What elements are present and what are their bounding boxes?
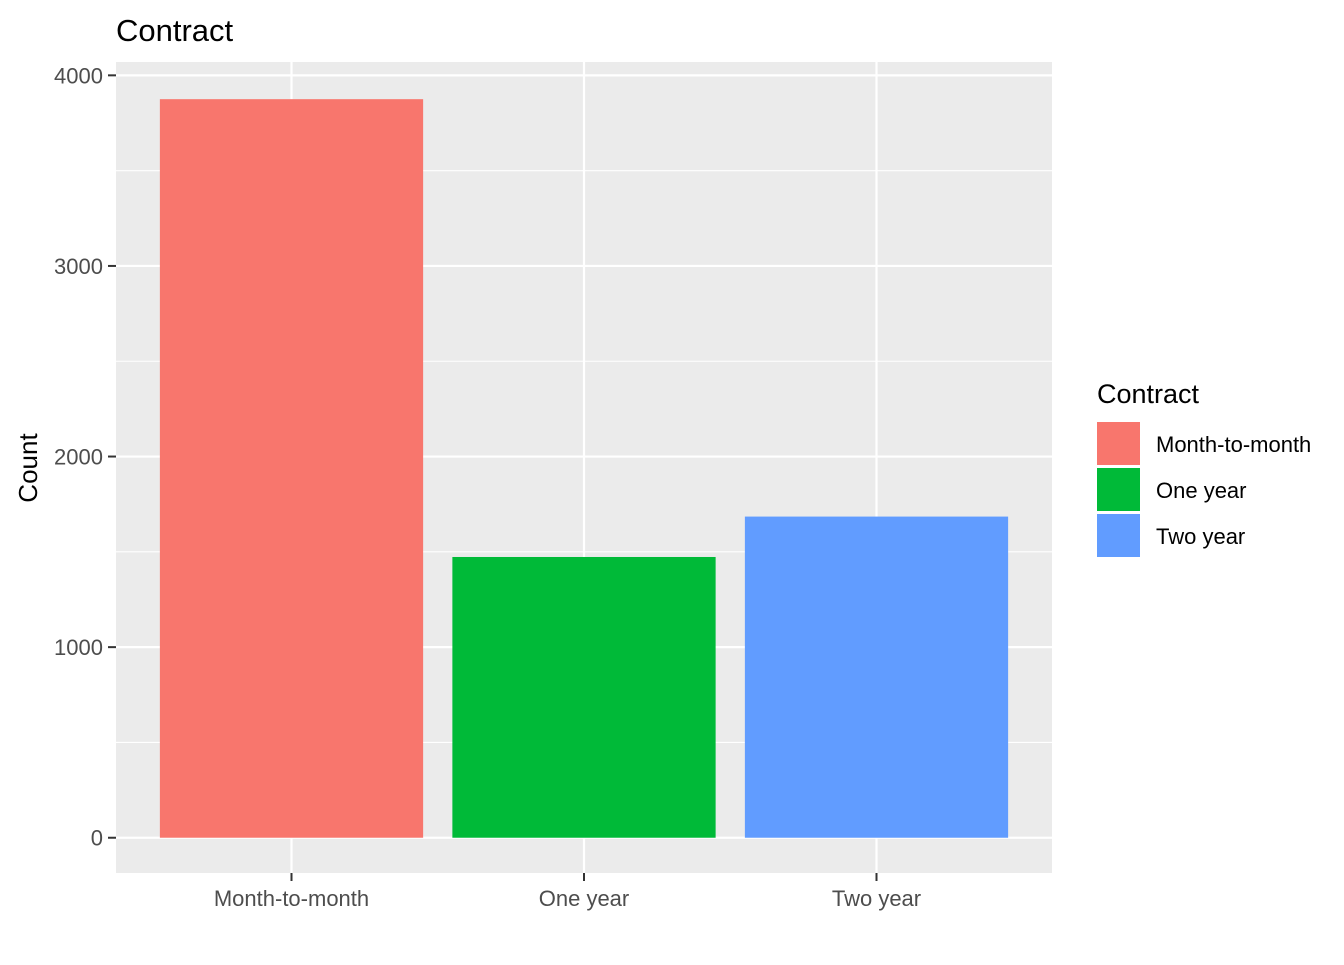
legend: Contract Month-to-month One year Two year — [1097, 379, 1311, 557]
y-tick-label: 1000 — [54, 635, 103, 660]
legend-label: Two year — [1156, 524, 1245, 549]
legend-items: Month-to-month One year Two year — [1097, 422, 1311, 557]
bar-two-year — [744, 516, 1009, 838]
legend-key — [1097, 422, 1140, 465]
bar-month-to-month — [159, 99, 424, 838]
y-axis: 0 1000 2000 3000 4000 — [54, 63, 116, 851]
y-axis-label: Count — [13, 433, 43, 503]
legend-key — [1097, 514, 1140, 557]
bars — [159, 99, 1009, 838]
legend-label: One year — [1156, 478, 1247, 503]
chart-title: Contract — [116, 13, 234, 48]
x-tick-label: Month-to-month — [214, 886, 369, 911]
x-tick-label: Two year — [832, 886, 921, 911]
x-axis: Month-to-month One year Two year — [214, 873, 921, 911]
x-tick-label: One year — [539, 886, 630, 911]
y-tick-label: 3000 — [54, 254, 103, 279]
legend-title: Contract — [1097, 379, 1200, 409]
y-tick-label: 0 — [91, 826, 103, 851]
y-tick-label: 4000 — [54, 63, 103, 88]
legend-key — [1097, 468, 1140, 511]
bar-one-year — [452, 556, 716, 838]
legend-label: Month-to-month — [1156, 432, 1311, 457]
y-tick-label: 2000 — [54, 445, 103, 470]
